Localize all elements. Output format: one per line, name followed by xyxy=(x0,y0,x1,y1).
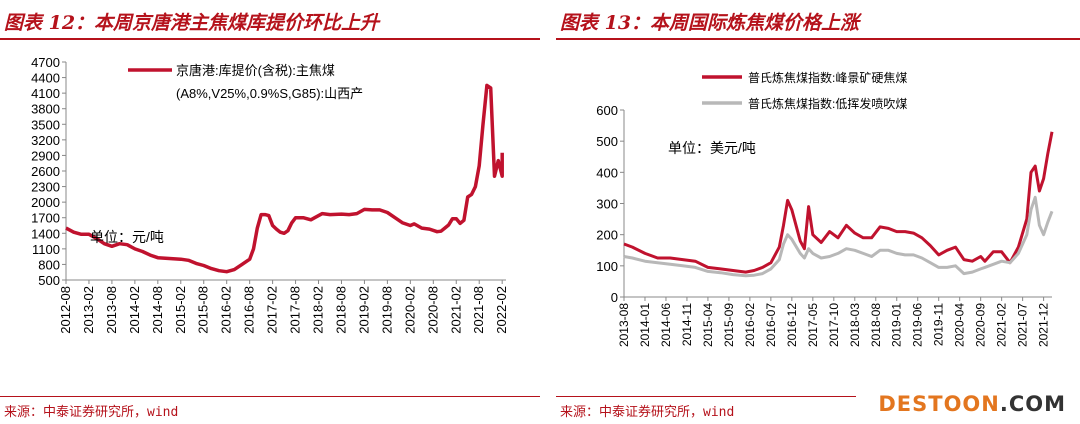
y-tick-label: 100 xyxy=(596,259,618,274)
y-tick-label: 800 xyxy=(38,257,60,272)
x-tick-label: 2021-07 xyxy=(1016,303,1030,347)
x-tick-label: 2014-02 xyxy=(127,286,142,334)
y-tick-label: 2600 xyxy=(31,164,60,179)
x-tick-label: 2019-06 xyxy=(911,303,925,347)
x-tick-label: 2020-08 xyxy=(425,286,440,334)
x-tick-label: 2015-02 xyxy=(173,286,188,334)
y-tick-label: 2000 xyxy=(31,195,60,210)
y-tick-label: 2300 xyxy=(31,180,60,195)
x-tick-label: 2020-04 xyxy=(953,303,967,347)
y-tick-label: 4400 xyxy=(31,71,60,86)
x-tick-label: 2019-02 xyxy=(356,286,371,334)
y-tick-label: 500 xyxy=(596,134,618,149)
x-tick-label: 2022-02 xyxy=(494,286,509,334)
y-tick-label: 1400 xyxy=(31,226,60,241)
x-tick-label: 2012-08 xyxy=(58,286,73,334)
x-tick-label: 2016-07 xyxy=(764,303,778,347)
y-tick-label: 1700 xyxy=(31,211,60,226)
y-tick-label: 4100 xyxy=(31,86,60,101)
x-tick-label: 2021-02 xyxy=(995,303,1009,347)
legend-label-1: 普氏炼焦煤指数:低挥发喷吹煤 xyxy=(748,96,907,111)
x-tick-label: 2013-08 xyxy=(617,303,631,347)
x-tick-label: 2020-02 xyxy=(402,286,417,334)
left-title-rule xyxy=(0,38,540,40)
y-tick-label: 300 xyxy=(596,197,618,212)
unit-label: 单位：美元/吨 xyxy=(668,140,756,156)
right-chart: 0 100 200 300 400 500 600 2013-08 2014-01 2014-06… xyxy=(596,70,1054,347)
left-chart-panel: 图表 12：本周京唐港主焦煤库提价环比上升 500 800 1100 1400 1700… xyxy=(0,12,540,420)
x-tick-label: 2015-09 xyxy=(722,303,736,347)
y-tick-label: 2900 xyxy=(31,148,60,163)
x-tick-label: 2020-09 xyxy=(974,303,988,347)
y-tick-label: 0 xyxy=(611,290,618,305)
legend-label-line2: (A8%,V25%,0.9%S,G85):山西产 xyxy=(176,86,363,101)
right-chart-title: 图表 13：本周国际炼焦煤价格上涨 xyxy=(560,12,860,34)
right-chart-panel: 图表 13：本周国际炼焦煤价格上涨 0 100 200 300 400 500 600 201… xyxy=(556,0,1080,424)
x-tick-label: 2017-10 xyxy=(827,303,841,347)
x-tick-label: 2015-04 xyxy=(701,303,715,347)
watermark-tld: .COM xyxy=(999,392,1066,416)
x-tick-label: 2013-08 xyxy=(104,286,119,334)
y-tick-label: 3200 xyxy=(31,133,60,148)
left-source-rule xyxy=(0,396,540,397)
legend-label-line1: 京唐港:库提价(含税):主焦煤 xyxy=(176,63,335,78)
x-tick-label: 2014-08 xyxy=(150,286,165,334)
y-tick-label: 500 xyxy=(38,273,60,288)
x-tick-label: 2019-08 xyxy=(379,286,394,334)
right-title-rule xyxy=(556,38,1080,40)
x-tick-label: 2015-08 xyxy=(196,286,211,334)
y-tick-label: 600 xyxy=(596,103,618,118)
x-tick-label: 2017-08 xyxy=(288,286,303,334)
y-tick-label: 3800 xyxy=(31,102,60,117)
unit-label: 单位：元/吨 xyxy=(90,229,164,245)
x-tick-label: 2014-01 xyxy=(638,303,652,347)
x-tick-label: 2017-05 xyxy=(806,303,820,347)
y-tick-label: 1100 xyxy=(32,242,60,257)
y-tick-label: 200 xyxy=(596,228,618,243)
left-source: 来源：中泰证券研究所，wind xyxy=(4,405,179,420)
x-tick-label: 2017-02 xyxy=(265,286,280,334)
right-source: 来源：中泰证券研究所，wind xyxy=(560,405,735,420)
x-tick-label: 2021-02 xyxy=(448,286,463,334)
x-tick-label: 2019-01 xyxy=(890,303,904,347)
x-tick-label: 2014-06 xyxy=(659,303,673,347)
x-tick-label: 2018-08 xyxy=(869,303,883,347)
watermark-brand: DESTOON xyxy=(878,392,1000,416)
x-tick-label: 2014-11 xyxy=(680,303,694,346)
series-line-0 xyxy=(65,83,504,274)
x-tick-label: 2019-11 xyxy=(932,303,946,346)
x-tick-label: 2013-02 xyxy=(81,286,96,334)
x-tick-label: 2018-08 xyxy=(333,286,348,334)
y-tick-label: 400 xyxy=(596,165,618,180)
legend-label-0: 普氏炼焦煤指数:峰景矿硬焦煤 xyxy=(748,70,907,85)
x-tick-label: 2016-02 xyxy=(743,303,757,347)
x-tick-label: 2016-02 xyxy=(219,286,234,334)
watermark-logo: DESTOON.COM xyxy=(878,392,1066,416)
x-tick-label: 2021-08 xyxy=(471,286,486,334)
x-tick-label: 2016-08 xyxy=(242,286,257,334)
right-source-rule xyxy=(556,396,856,397)
left-chart-title: 图表 12：本周京唐港主焦煤库提价环比上升 xyxy=(4,12,380,34)
y-tick-label: 3500 xyxy=(31,117,60,132)
series-line-0 xyxy=(623,131,1054,274)
x-tick-label: 2018-03 xyxy=(848,303,862,347)
x-tick-label: 2018-02 xyxy=(311,286,326,334)
left-chart: 5008001100140017002000230026002900320035… xyxy=(31,55,509,334)
x-tick-label: 2021-12 xyxy=(1037,303,1051,347)
y-tick-label: 4700 xyxy=(31,55,60,70)
series-line-1 xyxy=(623,195,1054,278)
x-tick-label: 2016-12 xyxy=(785,303,799,347)
